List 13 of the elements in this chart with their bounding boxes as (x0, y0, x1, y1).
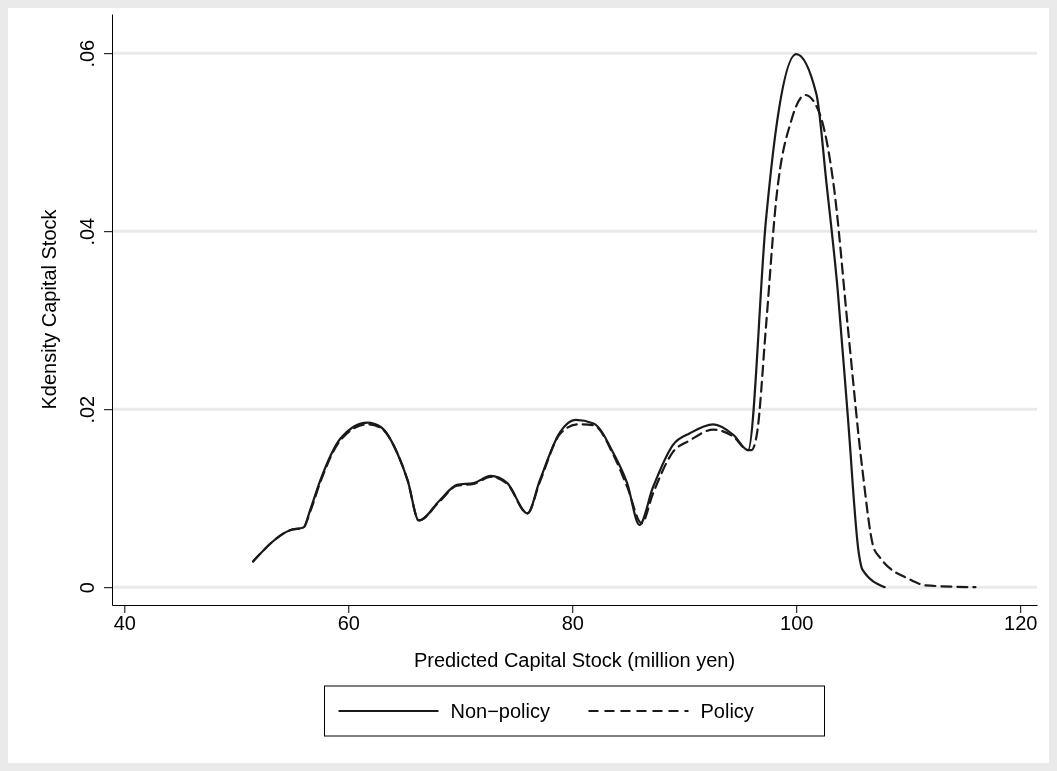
y-tick-label: 0 (76, 582, 98, 594)
y-tick-label: .04 (76, 217, 98, 246)
legend-label: Policy (700, 700, 754, 722)
y-axis-title: Kdensity Capital Stock (38, 208, 60, 410)
x-tick-label: 60 (337, 612, 360, 635)
legend-label: Non−policy (450, 700, 551, 722)
x-tick-label: 120 (1004, 612, 1038, 635)
x-tick-label: 80 (561, 612, 584, 635)
y-tick-label: .02 (76, 395, 98, 424)
y-tick-label: .06 (76, 39, 98, 68)
x-axis-title: Predicted Capital Stock (million yen) (413, 649, 736, 671)
x-tick-label: 100 (780, 612, 814, 635)
x-tick-label: 40 (113, 612, 136, 635)
